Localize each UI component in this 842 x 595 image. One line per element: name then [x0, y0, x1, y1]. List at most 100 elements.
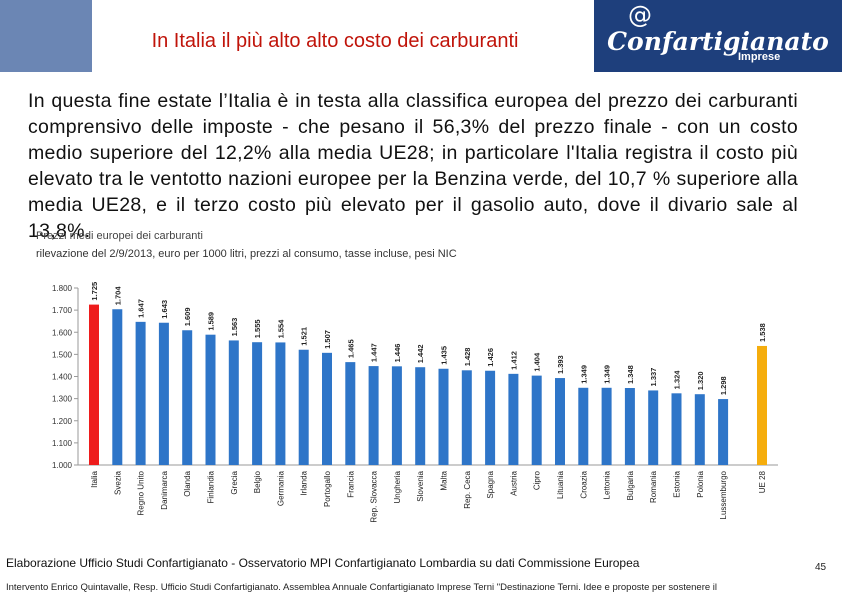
category-label: Austria	[509, 470, 518, 495]
value-label: 1.337	[649, 368, 658, 387]
category-label: Finlandia	[207, 470, 216, 503]
bar-bulgaria	[624, 388, 635, 465]
corner-block	[0, 0, 92, 72]
category-label: Cipro	[533, 470, 542, 490]
category-label: Belgio	[253, 470, 262, 493]
bar-croazia	[578, 387, 589, 465]
category-label: Malta	[440, 470, 449, 490]
category-label: Lettonia	[603, 470, 612, 499]
category-label: Lussemburgo	[719, 470, 728, 519]
bar-lituania	[555, 378, 565, 465]
footer-note: Intervento Enrico Quintavalle, Resp. Uff…	[6, 582, 718, 593]
bar-polonia	[694, 394, 705, 465]
value-label: 1.507	[323, 330, 332, 349]
y-tick-label: 1.700	[52, 306, 73, 315]
value-label: 1.521	[300, 327, 309, 346]
value-label: 1.442	[416, 344, 425, 363]
bar-olanda	[182, 330, 193, 465]
page-title: In Italia il più alto alto costo dei car…	[151, 30, 519, 52]
value-label: 1.324	[673, 370, 682, 390]
category-label: Danimarca	[160, 470, 169, 509]
y-tick-label: 1.300	[52, 395, 73, 404]
bar-malta	[438, 368, 449, 465]
category-label: Portogallo	[323, 470, 332, 507]
y-tick-label: 1.800	[52, 284, 73, 293]
value-label: 1.647	[137, 299, 146, 318]
bar-portogallo	[322, 352, 332, 465]
bar-slovenia	[415, 367, 426, 465]
value-label: 1.447	[370, 343, 379, 362]
category-label: Ungheria	[393, 470, 402, 503]
source-note: Elaborazione Ufficio Studi Confartigiana…	[6, 556, 640, 570]
bar-ungheria	[391, 366, 402, 465]
category-label: Olanda	[183, 470, 192, 496]
value-label: 1.349	[603, 365, 612, 384]
bar-germania	[275, 342, 286, 465]
category-label: Rep. Ceca	[463, 470, 472, 508]
bar-spagna	[485, 370, 496, 465]
logo-subtitle: Imprese	[738, 51, 781, 63]
page-number: 45	[815, 562, 827, 573]
category-label: Grecia	[230, 470, 239, 494]
bar-finlandia	[205, 334, 216, 465]
value-label: 1.643	[160, 300, 169, 319]
y-tick-label: 1.100	[52, 439, 73, 448]
bar-irlanda	[298, 349, 309, 465]
value-label: 1.348	[626, 365, 635, 384]
logo	[594, 0, 842, 72]
y-tick-label: 1.000	[52, 461, 73, 470]
bar-lettonia	[601, 387, 612, 465]
chart-title: Prezzi medi europei dei carburanti	[36, 230, 203, 242]
category-label: Estonia	[673, 470, 682, 497]
category-label: Regno Unito	[137, 470, 146, 515]
bar-ue-28	[757, 345, 767, 465]
value-label: 1.609	[183, 307, 192, 326]
bar-svezia	[112, 309, 123, 465]
value-label: 1.404	[533, 352, 542, 372]
category-label: Slovenia	[416, 470, 425, 501]
value-label: 1.298	[719, 376, 728, 395]
bar-cipro	[531, 375, 542, 465]
value-label: 1.426	[486, 348, 495, 367]
bar-danimarca	[158, 322, 169, 465]
value-label: 1.349	[579, 365, 588, 384]
category-label: Lituania	[556, 470, 565, 499]
y-tick-label: 1.500	[52, 350, 73, 359]
y-tick-label: 1.400	[52, 373, 73, 382]
category-label: Croazia	[579, 470, 588, 498]
category-label: Polonia	[696, 470, 705, 497]
value-label: 1.446	[393, 344, 402, 363]
chart-subtitle: rilevazione del 2/9/2013, euro per 1000 …	[36, 248, 457, 260]
category-label: Rep. Slovacca	[370, 470, 379, 522]
bar-italia	[89, 304, 99, 465]
bar-austria	[508, 373, 519, 465]
bar-chart: 1.000 1.100 1.200 1.300 1.400 1.500 1.600 1.700…	[52, 282, 778, 523]
bar-grecia	[228, 340, 239, 465]
intro-paragraph: In questa fine estate l’Italia è in test…	[28, 90, 798, 242]
value-label: 1.563	[230, 318, 239, 337]
bar-rep-slovacca	[368, 366, 379, 465]
y-tick-label: 1.200	[52, 417, 73, 426]
value-label: 1.393	[556, 355, 565, 374]
category-label: Svezia	[113, 470, 122, 495]
category-label: Irlanda	[300, 470, 309, 495]
value-label: 1.589	[207, 312, 216, 331]
value-label: 1.412	[509, 351, 518, 370]
category-label: Francia	[346, 470, 355, 497]
bar-regno-unito	[135, 321, 146, 465]
category-label: Romania	[649, 470, 658, 503]
value-label: 1.465	[346, 339, 355, 358]
bar-estonia	[671, 393, 682, 465]
value-label: 1.704	[113, 286, 122, 306]
value-label: 1.428	[463, 348, 472, 367]
category-label: Italia	[90, 470, 99, 487]
bar-francia	[345, 362, 356, 465]
logo-name: Confartigianato	[607, 27, 829, 56]
bar-lussemburgo	[718, 399, 729, 465]
bar-romania	[648, 390, 659, 465]
bar-belgio	[252, 342, 263, 465]
logo-symbol: @	[628, 1, 652, 29]
category-label: Germania	[276, 470, 285, 506]
y-tick-label: 1.600	[52, 328, 73, 337]
bar-rep-ceca	[461, 370, 472, 465]
